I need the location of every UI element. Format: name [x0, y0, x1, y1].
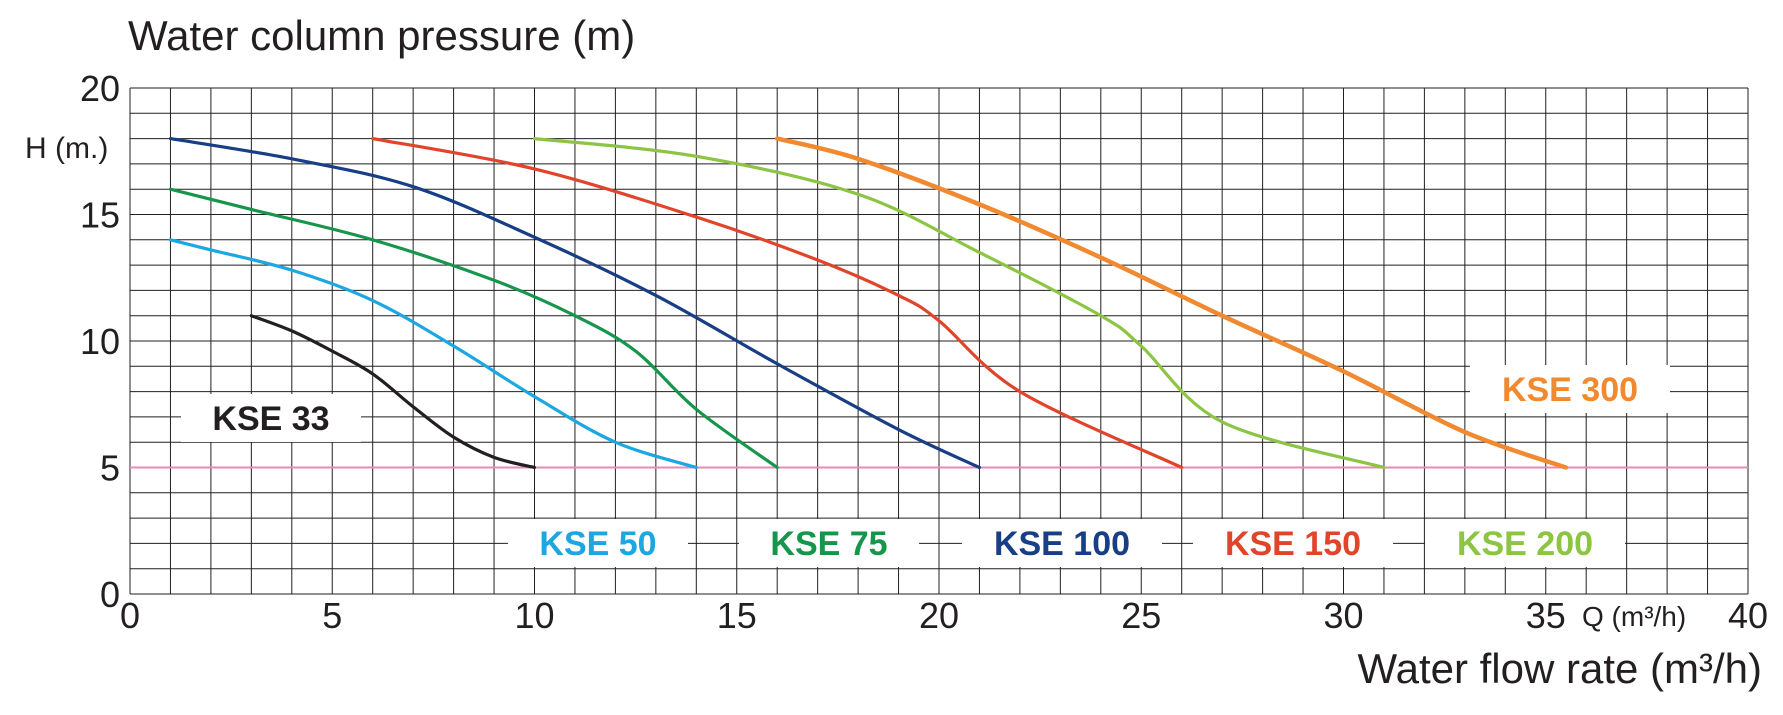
series-line-kse-150	[371, 137, 1184, 470]
series-label-kse-150: KSE 150	[1225, 525, 1361, 563]
series-label-kse-200: KSE 200	[1457, 525, 1593, 563]
x-tick-label: 0	[120, 595, 140, 636]
series-line-kse-200	[532, 137, 1386, 470]
series-label-bg-kse-200	[1425, 519, 1625, 567]
series-label-bg-kse-33	[181, 394, 361, 442]
series-label-bg-kse-50	[508, 519, 688, 567]
y-tick-label: 15	[80, 195, 120, 236]
y-tick-label: 0	[100, 574, 120, 615]
series-line-kse-50	[168, 238, 698, 470]
series-line-kse-300	[774, 136, 1569, 470]
y-axis-label: H (m.)	[25, 132, 108, 165]
series-line-kse-100	[168, 137, 982, 470]
x-tick-label: 25	[1121, 595, 1161, 636]
series-label-kse-33: KSE 33	[212, 400, 329, 438]
series-label-bg-kse-300	[1470, 365, 1670, 413]
series-line-kse-33	[249, 314, 537, 470]
x-tick-label: 30	[1323, 595, 1363, 636]
series-labels: KSE 33 KSE 50 KSE 75 KSE 100 KSE 150 KSE 200 K…	[181, 365, 1670, 567]
axis-ticks: 0 5 10 15 20 25 30 35 40 0 5 10 15 20	[80, 68, 1768, 636]
series-label-kse-300: KSE 300	[1502, 371, 1638, 409]
x-axis-label: Water flow rate (m³/h)	[1358, 645, 1763, 692]
x-tick-label: 35	[1526, 595, 1566, 636]
x-unit-label: Q (m³/h)	[1582, 601, 1686, 632]
series-label-kse-100: KSE 100	[994, 525, 1130, 563]
series-label-kse-50: KSE 50	[539, 525, 656, 563]
y-tick-label: 20	[80, 68, 120, 109]
y-tick-label: 10	[80, 321, 120, 362]
chart-title: Water column pressure (m)	[128, 12, 635, 59]
series-label-bg-kse-75	[739, 519, 919, 567]
x-tick-label: 40	[1728, 595, 1768, 636]
grid	[129, 87, 1749, 595]
x-tick-label: 10	[514, 595, 554, 636]
series-label-bg-kse-150	[1193, 519, 1393, 567]
x-tick-label: 20	[919, 595, 959, 636]
x-tick-label: 15	[717, 595, 757, 636]
x-tick-label: 5	[322, 595, 342, 636]
y-tick-label: 5	[100, 448, 120, 489]
series-group	[168, 136, 1569, 470]
series-label-bg-kse-100	[962, 519, 1162, 567]
series-line-kse-75	[168, 187, 779, 470]
series-label-kse-75: KSE 75	[770, 525, 887, 563]
